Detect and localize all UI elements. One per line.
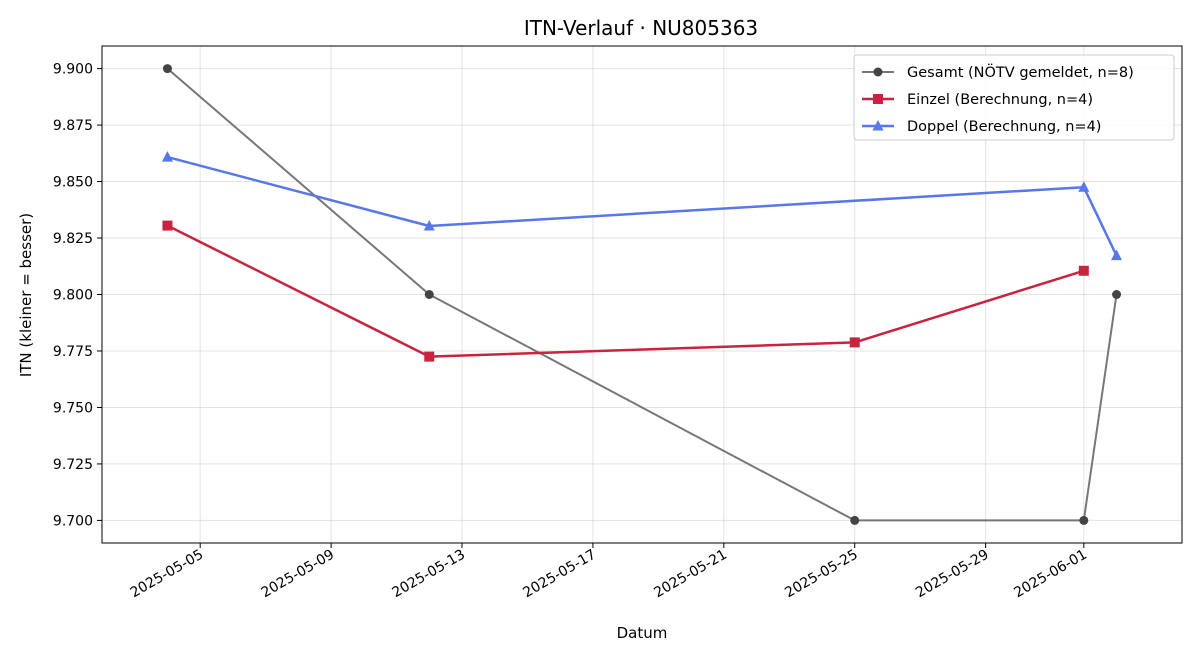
- data-point: [423, 220, 435, 231]
- legend-item: Gesamt (NÖTV gemeldet, n=8): [862, 63, 1134, 81]
- data-point: [1078, 181, 1090, 192]
- series-line: [167, 155, 1118, 257]
- data-point: [1079, 515, 1089, 525]
- y-axis: 9.700 9.725 9.750 9.775 9.800 9.825 9.850 9.875…: [53, 62, 102, 529]
- grid-lines: [102, 46, 1182, 543]
- data-point: [162, 220, 173, 231]
- legend: Gesamt (NÖTV gemeldet, n=8) Einzel (Berec…: [853, 54, 1175, 141]
- x-tick-label: 2025-05-25: [782, 547, 860, 602]
- data-point: [850, 515, 860, 525]
- x-tick-label: 2025-05-13: [390, 547, 468, 602]
- series-1: [162, 220, 1089, 362]
- y-tick-label: 9.800: [53, 288, 93, 304]
- data-point: [1112, 290, 1122, 299]
- legend-marker: [872, 120, 884, 131]
- y-tick-label: 9.700: [53, 513, 93, 529]
- legend-item: Doppel (Berechnung, n=4): [862, 119, 1101, 135]
- x-tick-label: 2025-05-17: [520, 547, 598, 602]
- y-tick-label: 9.750: [53, 400, 93, 416]
- legend-marker: [873, 94, 883, 104]
- x-tick-label: 2025-05-21: [651, 547, 729, 602]
- data-point: [162, 64, 172, 74]
- y-tick-label: 9.875: [53, 118, 93, 134]
- y-tick-label: 9.725: [53, 457, 93, 473]
- x-axis-label: Datum: [617, 624, 668, 642]
- x-axis: 2025-05-05 2025-05-09 2025-05-13 2025-05-17…: [128, 543, 1090, 601]
- legend-label: Einzel (Berechnung, n=4): [907, 92, 1093, 108]
- legend-item: Einzel (Berechnung, n=4): [862, 92, 1093, 108]
- series-layer: [161, 64, 1123, 525]
- y-tick-label: 9.850: [53, 175, 93, 191]
- legend-label: Gesamt (NÖTV gemeldet, n=8): [907, 63, 1134, 81]
- legend-marker: [873, 67, 883, 77]
- data-point: [424, 290, 434, 299]
- series-0: [162, 64, 1122, 525]
- data-point: [1078, 265, 1089, 276]
- x-tick-label: 2025-05-09: [259, 547, 337, 602]
- data-point: [1111, 249, 1123, 261]
- y-axis-label: ITN (kleiner = besser): [17, 213, 35, 377]
- series-2: [161, 151, 1123, 261]
- chart-title: ITN-Verlauf · NU805363: [524, 16, 758, 40]
- series-line: [166, 224, 1085, 358]
- x-tick-label: 2025-05-29: [913, 547, 991, 602]
- data-point: [161, 151, 173, 162]
- y-tick-label: 9.900: [53, 62, 93, 78]
- x-tick-label: 2025-06-01: [1011, 547, 1089, 602]
- legend-box: [853, 54, 1175, 141]
- y-tick-label: 9.825: [53, 231, 93, 247]
- x-tick-label: 2025-05-05: [128, 547, 206, 602]
- data-point: [424, 351, 435, 362]
- data-point: [849, 337, 860, 348]
- legend-label: Doppel (Berechnung, n=4): [907, 119, 1101, 135]
- y-tick-label: 9.775: [53, 344, 93, 360]
